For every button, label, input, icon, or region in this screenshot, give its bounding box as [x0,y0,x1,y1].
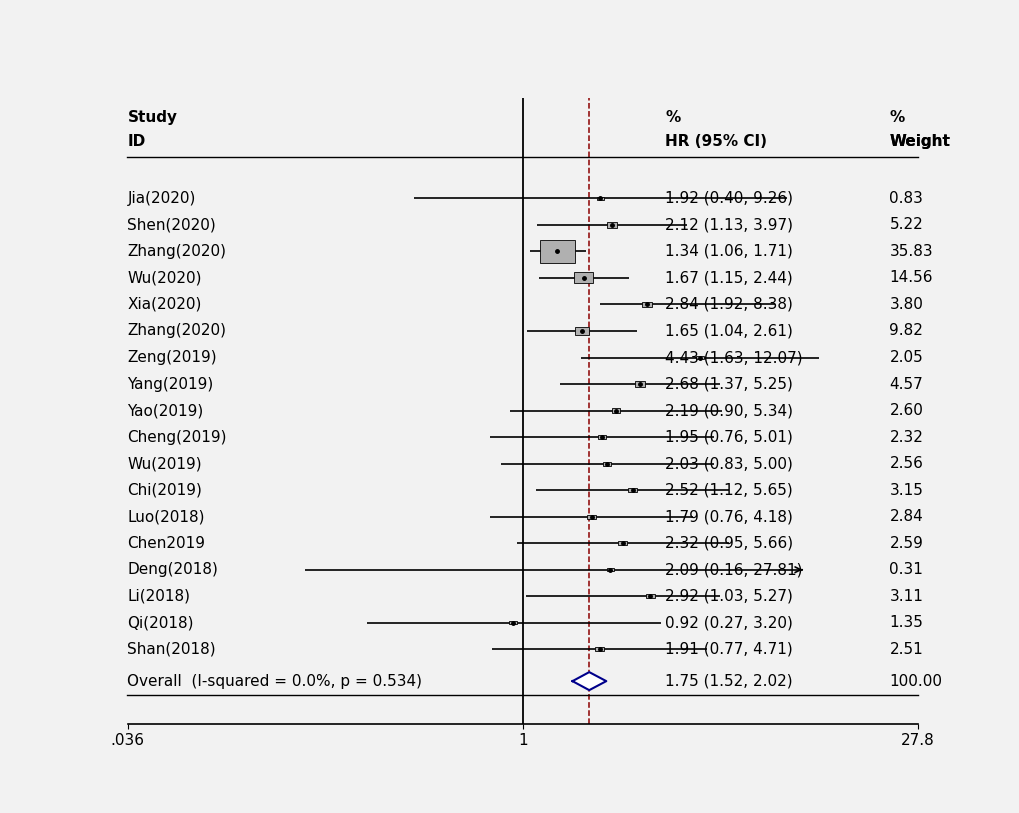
Bar [602,462,610,466]
Text: Wu(2020): Wu(2020) [127,271,202,285]
Text: Luo(2018): Luo(2018) [127,509,205,524]
Text: 1.75 (1.52, 2.02): 1.75 (1.52, 2.02) [664,674,792,689]
Text: 1.34 (1.06, 1.71): 1.34 (1.06, 1.71) [664,244,792,259]
Text: Deng(2018): Deng(2018) [127,563,218,577]
Text: 1.79 (0.76, 4.18): 1.79 (0.76, 4.18) [664,509,792,524]
Text: 1.67 (1.15, 2.44): 1.67 (1.15, 2.44) [664,271,792,285]
Text: 2.19 (0.90, 5.34): 2.19 (0.90, 5.34) [664,403,792,418]
Text: Zhang(2020): Zhang(2020) [127,324,226,338]
Text: Xia(2020): Xia(2020) [127,297,202,312]
Text: 1.91 (0.77, 4.71): 1.91 (0.77, 4.71) [664,641,792,657]
Text: Weight: Weight [889,134,950,149]
Text: 1.35: 1.35 [889,615,922,630]
Text: Zeng(2019): Zeng(2019) [127,350,217,365]
Text: 2.03 (0.83, 5.00): 2.03 (0.83, 5.00) [664,456,792,471]
Text: Shan(2018): Shan(2018) [127,641,216,657]
Text: 3.15: 3.15 [889,483,922,498]
Text: 2.52 (1.12, 5.65): 2.52 (1.12, 5.65) [664,483,792,498]
Text: 2.92 (1.03, 5.27): 2.92 (1.03, 5.27) [664,589,792,604]
Text: 0.92 (0.27, 3.20): 0.92 (0.27, 3.20) [664,615,792,630]
Text: 3.11: 3.11 [889,589,922,604]
Text: ID: ID [127,134,146,149]
Bar [575,327,589,335]
Text: Overall  (I-squared = 0.0%, p = 0.534): Overall (I-squared = 0.0%, p = 0.534) [127,674,422,689]
Text: 3.80: 3.80 [889,297,922,312]
Bar [695,355,703,359]
Polygon shape [572,672,605,690]
Text: Yang(2019): Yang(2019) [127,376,214,392]
Text: Zhang(2020): Zhang(2020) [127,244,226,259]
Text: 4.43 (1.63, 12.07): 4.43 (1.63, 12.07) [664,350,802,365]
Text: 5.22: 5.22 [889,217,922,233]
Bar [508,621,516,624]
Text: 4.57: 4.57 [889,376,922,392]
Bar [606,222,616,228]
Text: 2.12 (1.13, 3.97): 2.12 (1.13, 3.97) [664,217,792,233]
Text: 2.84: 2.84 [889,509,922,524]
Bar [628,488,637,493]
Text: 9.82: 9.82 [889,324,922,338]
Bar [641,302,651,307]
Text: 2.68 (1.37, 5.25): 2.68 (1.37, 5.25) [664,376,792,392]
Text: 2.32 (0.95, 5.66): 2.32 (0.95, 5.66) [664,536,793,550]
Bar [596,197,603,200]
Bar [606,568,613,572]
Text: Jia(2020): Jia(2020) [127,191,196,206]
Bar [645,594,654,598]
Text: Study: Study [127,110,177,125]
Text: Li(2018): Li(2018) [127,589,191,604]
Text: 2.05: 2.05 [889,350,922,365]
Text: 2.51: 2.51 [889,641,922,657]
Text: %: % [664,110,680,125]
Bar [587,515,596,519]
Text: Chi(2019): Chi(2019) [127,483,202,498]
Text: HR (95% CI): HR (95% CI) [664,134,766,149]
Bar [618,541,627,546]
Text: Chen2019: Chen2019 [127,536,205,550]
Text: 35.83: 35.83 [889,244,932,259]
Text: 100.00: 100.00 [889,674,942,689]
Bar [595,647,603,651]
Bar [574,272,592,284]
Text: 14.56: 14.56 [889,271,932,285]
Text: 2.59: 2.59 [889,536,922,550]
Text: 0.83: 0.83 [889,191,922,206]
Bar [597,435,605,439]
Text: 0.31: 0.31 [889,563,922,577]
Text: 2.56: 2.56 [889,456,922,471]
Text: 1.95 (0.76, 5.01): 1.95 (0.76, 5.01) [664,429,792,445]
Text: 2.60: 2.60 [889,403,922,418]
Text: Weight: Weight [889,134,950,149]
Text: Shen(2020): Shen(2020) [127,217,216,233]
Bar [634,381,644,387]
Text: Qi(2018): Qi(2018) [127,615,194,630]
Text: 2.84 (1.92, 8.38): 2.84 (1.92, 8.38) [664,297,792,312]
Text: 2.32: 2.32 [889,429,922,445]
Text: 1.92 (0.40, 9.26): 1.92 (0.40, 9.26) [664,191,792,206]
Text: %: % [889,110,904,125]
Text: 2.09 (0.16, 27.81): 2.09 (0.16, 27.81) [664,563,802,577]
Bar [539,240,575,263]
Text: 1.65 (1.04, 2.61): 1.65 (1.04, 2.61) [664,324,792,338]
Bar [611,408,620,413]
Text: Cheng(2019): Cheng(2019) [127,429,227,445]
Text: Wu(2019): Wu(2019) [127,456,202,471]
Text: Yao(2019): Yao(2019) [127,403,204,418]
